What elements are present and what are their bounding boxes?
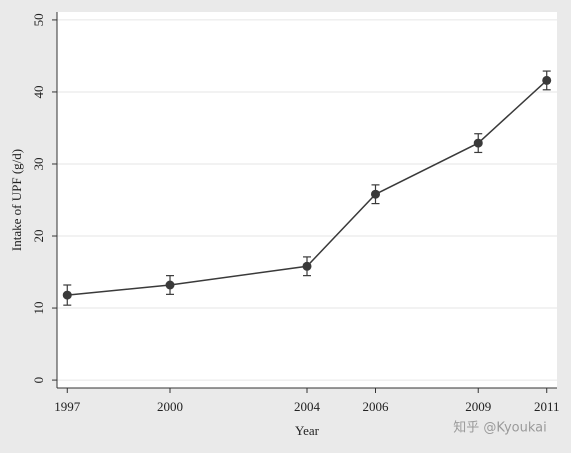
marker — [165, 280, 175, 290]
watermark: 知乎 @Kyoukai — [453, 420, 546, 436]
line — [67, 79, 548, 296]
x-tick-label: 2004 — [294, 399, 321, 414]
x-tick-label: 2009 — [465, 399, 491, 414]
y-tick-label: 0 — [31, 377, 46, 384]
x-tick-label: 2006 — [362, 399, 389, 414]
y-tick-label: 40 — [31, 85, 46, 98]
y-tick-label: 20 — [31, 230, 46, 243]
y-tick-label: 10 — [31, 302, 46, 315]
y-axis-label: Intake of UPF (g/d) — [9, 149, 24, 251]
marker — [62, 290, 72, 300]
marker — [302, 261, 312, 271]
plot-area — [57, 12, 557, 388]
marker — [542, 75, 552, 85]
x-axis-label: Year — [295, 423, 320, 438]
x-tick-label: 2000 — [157, 399, 183, 414]
y-tick-label: 50 — [31, 13, 46, 26]
x-tick-label: 1997 — [54, 399, 81, 414]
marker — [473, 138, 483, 148]
y-tick-label: 30 — [31, 157, 46, 170]
marker — [370, 189, 380, 199]
x-tick-label: 2011 — [534, 399, 560, 414]
